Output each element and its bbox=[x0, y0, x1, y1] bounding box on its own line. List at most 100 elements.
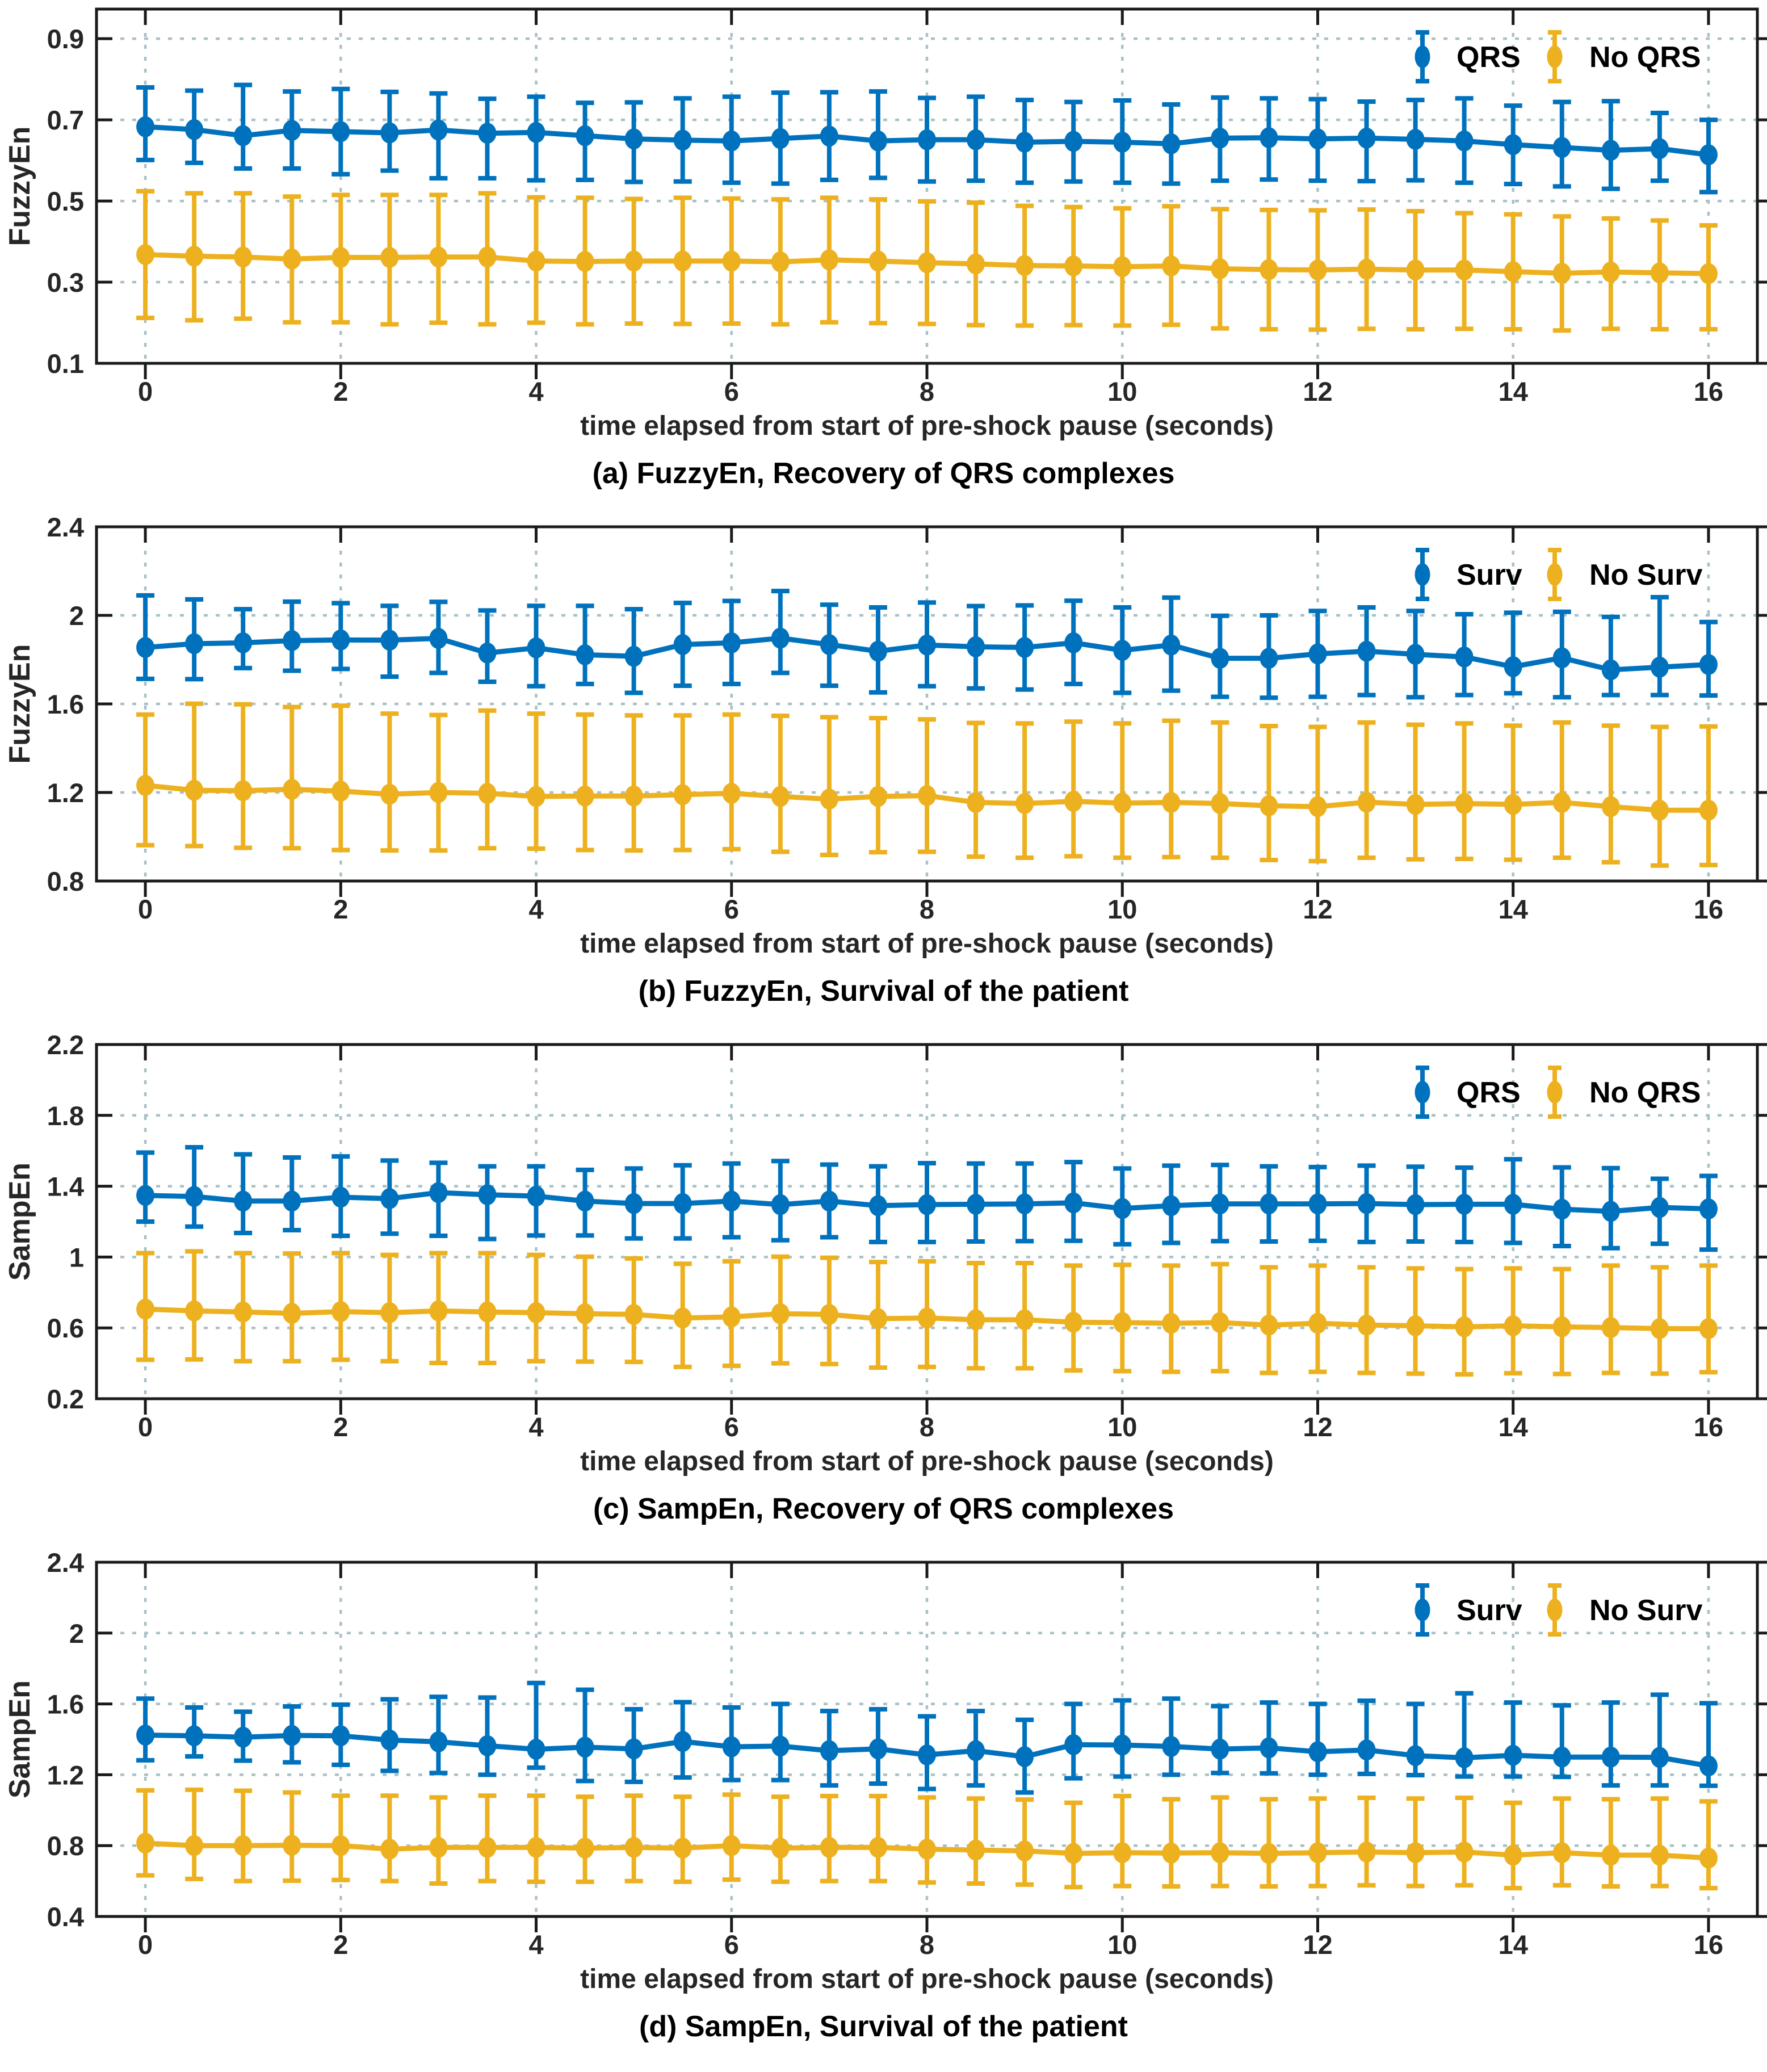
data-marker bbox=[1455, 130, 1474, 152]
data-marker bbox=[1455, 793, 1474, 814]
data-marker bbox=[722, 1190, 741, 1212]
data-marker bbox=[429, 1182, 448, 1203]
y-tick-label: 2 bbox=[69, 601, 84, 631]
chart-c-sampen-qrs: 0 2 4 6 8 10 12 14 16 0.2 0.6 1 1.4 1.8 2.2 SampEn time … bbox=[3, 1035, 1767, 1477]
data-marker bbox=[1406, 1745, 1425, 1767]
data-marker bbox=[1552, 1746, 1571, 1768]
data-marker bbox=[1455, 1316, 1474, 1337]
data-marker bbox=[1601, 140, 1620, 161]
data-marker bbox=[234, 780, 253, 802]
data-marker bbox=[1406, 1842, 1425, 1864]
data-marker bbox=[1064, 131, 1083, 152]
data-marker bbox=[1552, 792, 1571, 813]
data-marker bbox=[136, 1298, 155, 1320]
data-marker bbox=[234, 1835, 253, 1856]
data-marker bbox=[673, 784, 692, 806]
data-marker bbox=[771, 1194, 790, 1215]
data-marker bbox=[1064, 632, 1083, 653]
data-marker bbox=[1211, 793, 1229, 814]
data-marker bbox=[185, 1300, 204, 1322]
data-marker bbox=[1455, 259, 1474, 281]
y-tick-label: 2 bbox=[69, 1618, 84, 1649]
data-marker bbox=[1406, 128, 1425, 150]
data-marker bbox=[1504, 794, 1522, 815]
x-tick-label: 14 bbox=[1499, 376, 1528, 406]
data-marker bbox=[918, 1838, 936, 1860]
data-marker bbox=[771, 627, 790, 649]
data-marker bbox=[673, 1731, 692, 1752]
x-tick-label: 14 bbox=[1499, 1930, 1528, 1960]
data-marker bbox=[673, 1307, 692, 1329]
data-marker bbox=[820, 1740, 838, 1761]
data-marker bbox=[1064, 791, 1083, 812]
data-marker bbox=[1504, 1844, 1522, 1866]
data-marker bbox=[771, 1838, 790, 1859]
data-marker bbox=[624, 250, 643, 272]
x-tick-label: 16 bbox=[1694, 1412, 1723, 1442]
data-marker bbox=[1211, 127, 1229, 149]
data-marker bbox=[918, 785, 936, 806]
x-tick-label: 6 bbox=[724, 1412, 739, 1442]
data-marker bbox=[722, 130, 741, 152]
data-marker bbox=[576, 1737, 594, 1758]
data-marker bbox=[527, 1738, 545, 1760]
data-marker bbox=[967, 253, 985, 275]
y-tick-label: 1 bbox=[69, 1242, 84, 1272]
data-marker bbox=[576, 785, 594, 807]
data-marker bbox=[1113, 1734, 1132, 1756]
data-marker bbox=[624, 785, 643, 807]
data-marker bbox=[967, 1740, 985, 1761]
data-marker bbox=[1357, 258, 1376, 280]
y-axis-label: FuzzyEn bbox=[3, 644, 36, 764]
data-marker bbox=[1162, 1842, 1181, 1864]
y-axis-label: SampEn bbox=[3, 1680, 36, 1798]
data-marker bbox=[918, 1307, 936, 1329]
data-marker bbox=[1357, 640, 1376, 662]
data-marker bbox=[478, 642, 497, 664]
data-marker bbox=[918, 634, 936, 656]
data-marker bbox=[136, 1832, 155, 1854]
data-marker bbox=[429, 628, 448, 649]
data-marker bbox=[1601, 659, 1620, 681]
legend-marker bbox=[1415, 1081, 1430, 1104]
y-tick-label: 1.6 bbox=[47, 689, 84, 719]
data-marker bbox=[1113, 1312, 1132, 1333]
x-tick-label: 8 bbox=[920, 1412, 934, 1442]
data-marker bbox=[1552, 1842, 1571, 1864]
data-marker bbox=[527, 786, 545, 807]
x-axis-label: time elapsed from start of pre-shock pau… bbox=[580, 1964, 1274, 1994]
y-tick-label: 0.1 bbox=[47, 349, 84, 379]
data-marker bbox=[967, 792, 985, 813]
data-marker bbox=[283, 630, 301, 651]
data-marker bbox=[1601, 1844, 1620, 1866]
data-marker bbox=[624, 128, 643, 150]
legend-label: QRS bbox=[1457, 41, 1521, 74]
data-marker bbox=[331, 1301, 350, 1322]
data-marker bbox=[283, 1835, 301, 1856]
legend: Surv No Surv bbox=[1415, 548, 1702, 601]
data-marker bbox=[722, 783, 741, 804]
x-tick-label: 16 bbox=[1694, 1930, 1723, 1960]
y-tick-label: 0.7 bbox=[47, 105, 84, 135]
data-marker bbox=[1357, 1314, 1376, 1336]
tick-marks bbox=[96, 9, 1767, 379]
legend: QRS No QRS bbox=[1415, 1066, 1701, 1119]
data-marker bbox=[136, 1725, 155, 1746]
data-marker bbox=[1211, 1842, 1229, 1864]
error-bars bbox=[136, 589, 1718, 701]
data-marker bbox=[576, 1190, 594, 1212]
data-marker bbox=[429, 1300, 448, 1322]
legend-marker bbox=[1547, 563, 1563, 586]
data-marker bbox=[967, 129, 985, 150]
data-marker bbox=[868, 1836, 887, 1858]
data-marker bbox=[1015, 131, 1034, 153]
data-marker bbox=[1162, 634, 1181, 656]
data-marker bbox=[283, 1303, 301, 1324]
y-tick-label: 0.4 bbox=[47, 1902, 84, 1932]
data-marker bbox=[527, 1836, 545, 1858]
y-tick-label: 1.4 bbox=[47, 1172, 84, 1202]
data-marker bbox=[918, 1744, 936, 1765]
data-marker bbox=[1601, 1201, 1620, 1222]
data-marker bbox=[185, 1835, 204, 1856]
x-tick-label: 6 bbox=[724, 894, 739, 924]
